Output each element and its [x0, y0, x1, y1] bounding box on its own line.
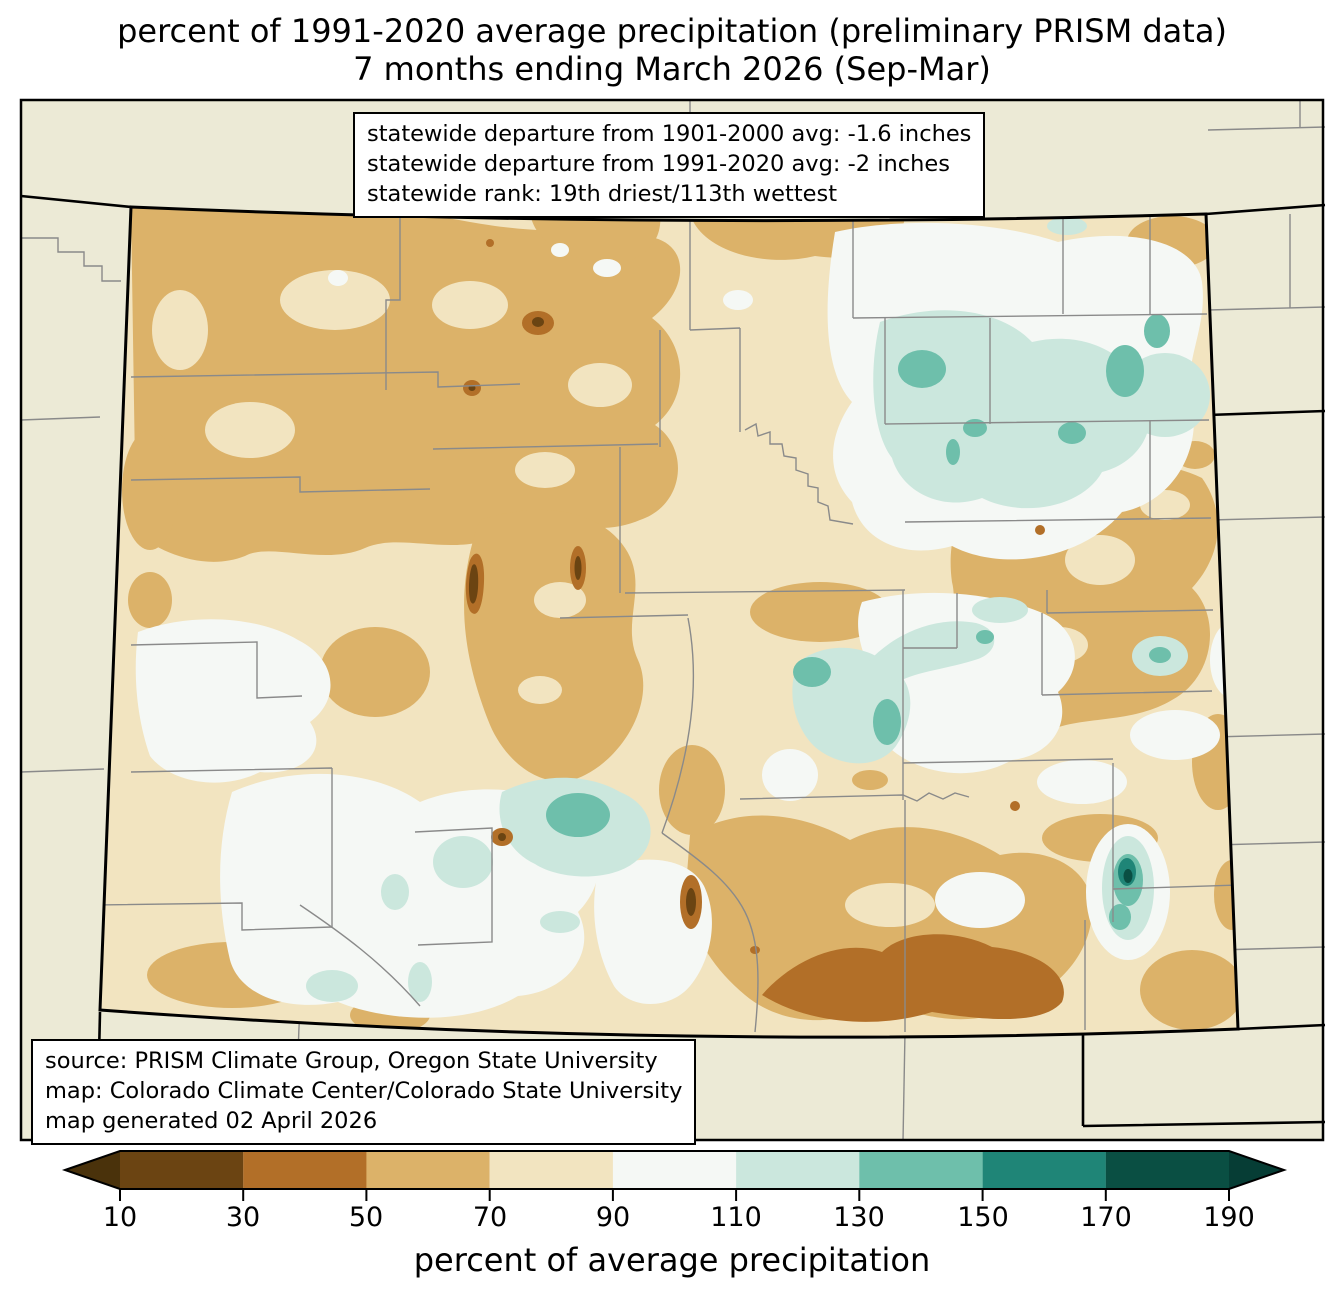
stats-line-1901-2000: statewide departure from 1901-2000 avg: … — [367, 121, 972, 147]
colorbar-tick-label: 190 — [1203, 1202, 1255, 1233]
colorbar-under-arrow — [65, 1151, 120, 1189]
map-credit-line: map: Colorado Climate Center/Colorado St… — [45, 1078, 683, 1104]
dark-teal-170-190-core — [1123, 869, 1133, 883]
figure-title: percent of 1991-2020 average precipitati… — [0, 12, 1344, 88]
source-line: source: PRISM Climate Group, Oregon Stat… — [45, 1048, 658, 1074]
figure-title-line2: 7 months ending March 2026 (Sep-Mar) — [353, 50, 991, 88]
colorbar-tick-label: 50 — [348, 1202, 384, 1233]
colorbar-tick-label: 90 — [595, 1202, 631, 1233]
stats-box: statewide departure from 1901-2000 avg: … — [353, 112, 986, 218]
colorbar-ticks — [119, 1189, 1230, 1201]
colorbar-title: percent of average precipitation — [413, 1241, 931, 1279]
precipitation-shading — [100, 207, 1238, 1038]
colorbar-tick-label: 30 — [225, 1202, 261, 1233]
figure-title-line1: percent of 1991-2020 average precipitati… — [117, 12, 1227, 50]
colorbar-tick-label: 150 — [957, 1202, 1009, 1233]
stats-line-1991-2020: statewide departure from 1991-2020 avg: … — [367, 151, 950, 177]
source-box: source: PRISM Climate Group, Oregon Stat… — [31, 1039, 697, 1145]
colorbar-tick-label: 70 — [472, 1202, 508, 1233]
stats-line-rank: statewide rank: 19th driest/113th wettes… — [367, 181, 838, 207]
colorbar-tick-label: 170 — [1080, 1202, 1132, 1233]
generated-date-line: map generated 02 April 2026 — [45, 1108, 378, 1134]
colorbar-tick-label: 10 — [102, 1202, 138, 1233]
colorado-county-lines — [100, 214, 1238, 1033]
colorbar-tick-label: 110 — [710, 1202, 762, 1233]
colorbar-tick-label: 130 — [833, 1202, 885, 1233]
medium-teal-130-150-blobs — [546, 314, 1171, 930]
dark-brown-10-30-cores — [468, 317, 696, 916]
colorbar-segments — [65, 1151, 1284, 1189]
colorado-state-border — [98, 205, 1240, 1039]
colorbar-over-arrow — [1229, 1151, 1284, 1189]
